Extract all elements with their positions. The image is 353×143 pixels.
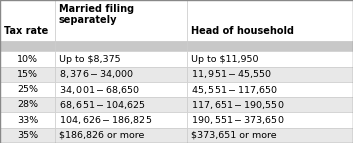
Text: Up to $8,375: Up to $8,375 (59, 55, 121, 64)
Bar (187, 113, 353, 128)
Bar (0, 0, 55, 41)
Bar (187, 97, 353, 113)
Bar (187, 51, 353, 67)
Text: Head of household: Head of household (191, 26, 294, 36)
Bar (55, 82, 187, 97)
Bar (187, 0, 353, 41)
Bar (187, 41, 353, 51)
Text: Married filing
separately: Married filing separately (59, 4, 134, 25)
Text: 25%: 25% (17, 85, 38, 94)
Bar (55, 41, 187, 51)
Bar (187, 67, 353, 82)
Text: 10%: 10% (17, 55, 38, 64)
Text: 28%: 28% (17, 100, 38, 109)
Bar (55, 0, 187, 41)
Bar (187, 82, 353, 97)
Text: $8,376 - $34,000: $8,376 - $34,000 (59, 68, 134, 80)
Text: $104,626 - $186,825: $104,626 - $186,825 (59, 114, 152, 126)
Bar (0, 113, 55, 128)
Bar (187, 128, 353, 143)
Text: 33%: 33% (17, 116, 38, 125)
Bar (0, 128, 55, 143)
Bar (55, 113, 187, 128)
Bar (0, 51, 55, 67)
Bar (55, 51, 187, 67)
Bar (55, 97, 187, 113)
Bar (55, 128, 187, 143)
Text: 15%: 15% (17, 70, 38, 79)
Bar (0, 97, 55, 113)
Text: 35%: 35% (17, 131, 38, 140)
Text: $190,551 - $373,650: $190,551 - $373,650 (191, 114, 285, 126)
Text: $186,826 or more: $186,826 or more (59, 131, 144, 140)
Bar (0, 82, 55, 97)
Text: Tax rate: Tax rate (4, 26, 48, 36)
Text: $68,651 - $104,625: $68,651 - $104,625 (59, 99, 146, 111)
Bar (0, 67, 55, 82)
Text: Up to $11,950: Up to $11,950 (191, 55, 259, 64)
Text: $11,951 - $45,550: $11,951 - $45,550 (191, 68, 273, 80)
Text: $34,001 - $68,650: $34,001 - $68,650 (59, 84, 140, 96)
Text: $45,551 - $117,650: $45,551 - $117,650 (191, 84, 279, 96)
Text: $373,651 or more: $373,651 or more (191, 131, 277, 140)
Bar (0, 41, 55, 51)
Bar (55, 67, 187, 82)
Text: $117,651 - $190,550: $117,651 - $190,550 (191, 99, 285, 111)
